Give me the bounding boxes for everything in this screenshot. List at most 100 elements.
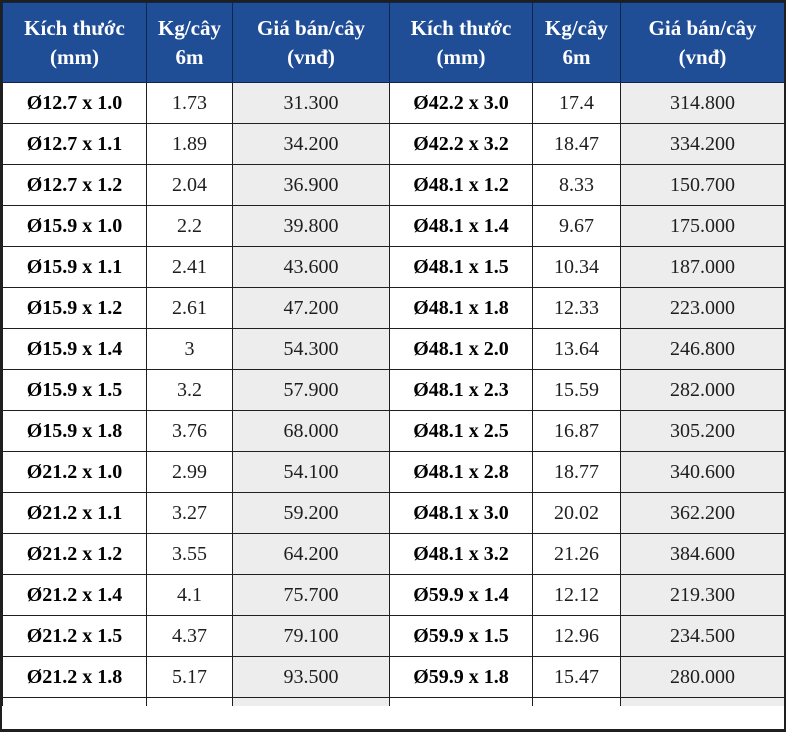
kg-cell: 13.64 [532, 328, 621, 370]
price-cell: 305.200 [620, 410, 784, 452]
size-cell: Ø42.2 x 3.0 [389, 82, 533, 124]
column-header: Kg/cây 6m [146, 2, 233, 83]
kg-cell: 15.59 [532, 369, 621, 411]
pipe-price-table: Kích thước (mm) Kg/cây 6m Giá bán/cây (vnđ) Kí… [2, 2, 784, 706]
table-row: Ø21.2 x 1.0 2.99 54.100 Ø48.1 x 2.8 18.77 340… [2, 451, 784, 493]
column-header-title: Giá bán/cây [648, 16, 757, 41]
size-cell: Ø15.9 x 1.0 [2, 205, 147, 247]
size-cell: Ø42.2 x 3.2 [389, 123, 533, 165]
kg-cell: 8.33 [532, 164, 621, 206]
size-cell: Ø15.9 x 1.4 [2, 328, 147, 370]
table-row: Ø15.9 x 1.2 2.61 47.200 Ø48.1 x 1.8 12.33 223… [2, 287, 784, 329]
kg-cell: 3.2 [146, 369, 233, 411]
size-cell: Ø48.1 x 2.5 [389, 410, 533, 452]
price-cell: 34.200 [232, 123, 390, 165]
kg-cell: 1.73 [146, 82, 233, 124]
size-cell: Ø15.9 x 1.5 [2, 369, 147, 411]
column-header-unit: 6m [562, 44, 591, 69]
price-cell: 47.200 [232, 287, 390, 329]
column-header-unit: (mm) [436, 44, 486, 69]
kg-cell: 18.47 [532, 123, 621, 165]
column-header-title: Kích thước [24, 16, 125, 41]
price-cell: 280.000 [620, 656, 784, 698]
column-header-title: Kg/cây [545, 16, 608, 41]
size-cell [2, 697, 147, 706]
kg-cell: 2.99 [146, 451, 233, 493]
size-cell: Ø15.9 x 1.8 [2, 410, 147, 452]
price-cell: 223.000 [620, 287, 784, 329]
column-header: Kích thước (mm) [2, 2, 147, 83]
kg-cell: 1.89 [146, 123, 233, 165]
table-row: Ø12.7 x 1.0 1.73 31.300 Ø42.2 x 3.0 17.4 314.… [2, 82, 784, 124]
table-row: Ø15.9 x 1.4 3 54.300 Ø48.1 x 2.0 13.64 246.80… [2, 328, 784, 370]
price-cell: 59.200 [232, 492, 390, 534]
kg-cell: 16.87 [532, 410, 621, 452]
size-cell: Ø21.2 x 1.1 [2, 492, 147, 534]
table-row: Ø21.2 x 1.2 3.55 64.200 Ø48.1 x 3.2 21.26 384… [2, 533, 784, 575]
size-cell: Ø48.1 x 3.2 [389, 533, 533, 575]
price-cell: 334.200 [620, 123, 784, 165]
kg-cell [146, 697, 233, 706]
table-row: Ø15.9 x 1.0 2.2 39.800 Ø48.1 x 1.4 9.67 175.0… [2, 205, 784, 247]
price-cell: 246.800 [620, 328, 784, 370]
size-cell [389, 697, 533, 706]
price-cell: 31.300 [232, 82, 390, 124]
price-cell: 54.100 [232, 451, 390, 493]
kg-cell: 12.96 [532, 615, 621, 657]
price-cell: 79.100 [232, 615, 390, 657]
table-row: Ø12.7 x 1.2 2.04 36.900 Ø48.1 x 1.2 8.33 150.… [2, 164, 784, 206]
table-row: Ø21.2 x 1.8 5.17 93.500 Ø59.9 x 1.8 15.47 280… [2, 656, 784, 698]
kg-cell: 4.37 [146, 615, 233, 657]
size-cell: Ø48.1 x 2.3 [389, 369, 533, 411]
price-cell: 64.200 [232, 533, 390, 575]
column-header-unit: 6m [175, 44, 204, 69]
size-cell: Ø15.9 x 1.2 [2, 287, 147, 329]
size-cell: Ø12.7 x 1.1 [2, 123, 147, 165]
size-cell: Ø59.9 x 1.5 [389, 615, 533, 657]
column-header-title: Kg/cây [158, 16, 221, 41]
kg-cell: 20.02 [532, 492, 621, 534]
kg-cell: 3.55 [146, 533, 233, 575]
size-cell: Ø48.1 x 2.0 [389, 328, 533, 370]
size-cell: Ø48.1 x 1.5 [389, 246, 533, 288]
column-header: Kg/cây 6m [532, 2, 621, 83]
kg-cell: 2.04 [146, 164, 233, 206]
kg-cell: 3.27 [146, 492, 233, 534]
cropped-partial-row [2, 697, 784, 706]
size-cell: Ø48.1 x 3.0 [389, 492, 533, 534]
size-cell: Ø21.2 x 1.4 [2, 574, 147, 616]
kg-cell: 2.2 [146, 205, 233, 247]
kg-cell: 15.47 [532, 656, 621, 698]
size-cell: Ø21.2 x 1.0 [2, 451, 147, 493]
price-cell: 384.600 [620, 533, 784, 575]
price-cell [620, 697, 784, 706]
price-cell: 93.500 [232, 656, 390, 698]
price-cell: 57.900 [232, 369, 390, 411]
kg-cell: 21.26 [532, 533, 621, 575]
kg-cell: 2.41 [146, 246, 233, 288]
price-cell: 68.000 [232, 410, 390, 452]
table-row: Ø21.2 x 1.4 4.1 75.700 Ø59.9 x 1.4 12.12 219.… [2, 574, 784, 616]
kg-cell: 10.34 [532, 246, 621, 288]
kg-cell: 12.12 [532, 574, 621, 616]
price-cell: 175.000 [620, 205, 784, 247]
size-cell: Ø12.7 x 1.2 [2, 164, 147, 206]
table-row: Ø21.2 x 1.5 4.37 79.100 Ø59.9 x 1.5 12.96 234… [2, 615, 784, 657]
price-cell: 54.300 [232, 328, 390, 370]
size-cell: Ø59.9 x 1.8 [389, 656, 533, 698]
size-cell: Ø48.1 x 1.8 [389, 287, 533, 329]
table-row: Ø21.2 x 1.1 3.27 59.200 Ø48.1 x 3.0 20.02 362… [2, 492, 784, 534]
column-header-title: Kích thước [410, 16, 512, 41]
price-cell: 75.700 [232, 574, 390, 616]
size-cell: Ø59.9 x 1.4 [389, 574, 533, 616]
price-cell: 314.800 [620, 82, 784, 124]
table-row: Ø15.9 x 1.1 2.41 43.600 Ø48.1 x 1.5 10.34 187… [2, 246, 784, 288]
column-header: Kích thước (mm) [389, 2, 533, 83]
price-cell: 39.800 [232, 205, 390, 247]
size-cell: Ø21.2 x 1.8 [2, 656, 147, 698]
kg-cell: 9.67 [532, 205, 621, 247]
price-cell: 36.900 [232, 164, 390, 206]
price-cell: 362.200 [620, 492, 784, 534]
price-cell: 187.000 [620, 246, 784, 288]
size-cell: Ø15.9 x 1.1 [2, 246, 147, 288]
